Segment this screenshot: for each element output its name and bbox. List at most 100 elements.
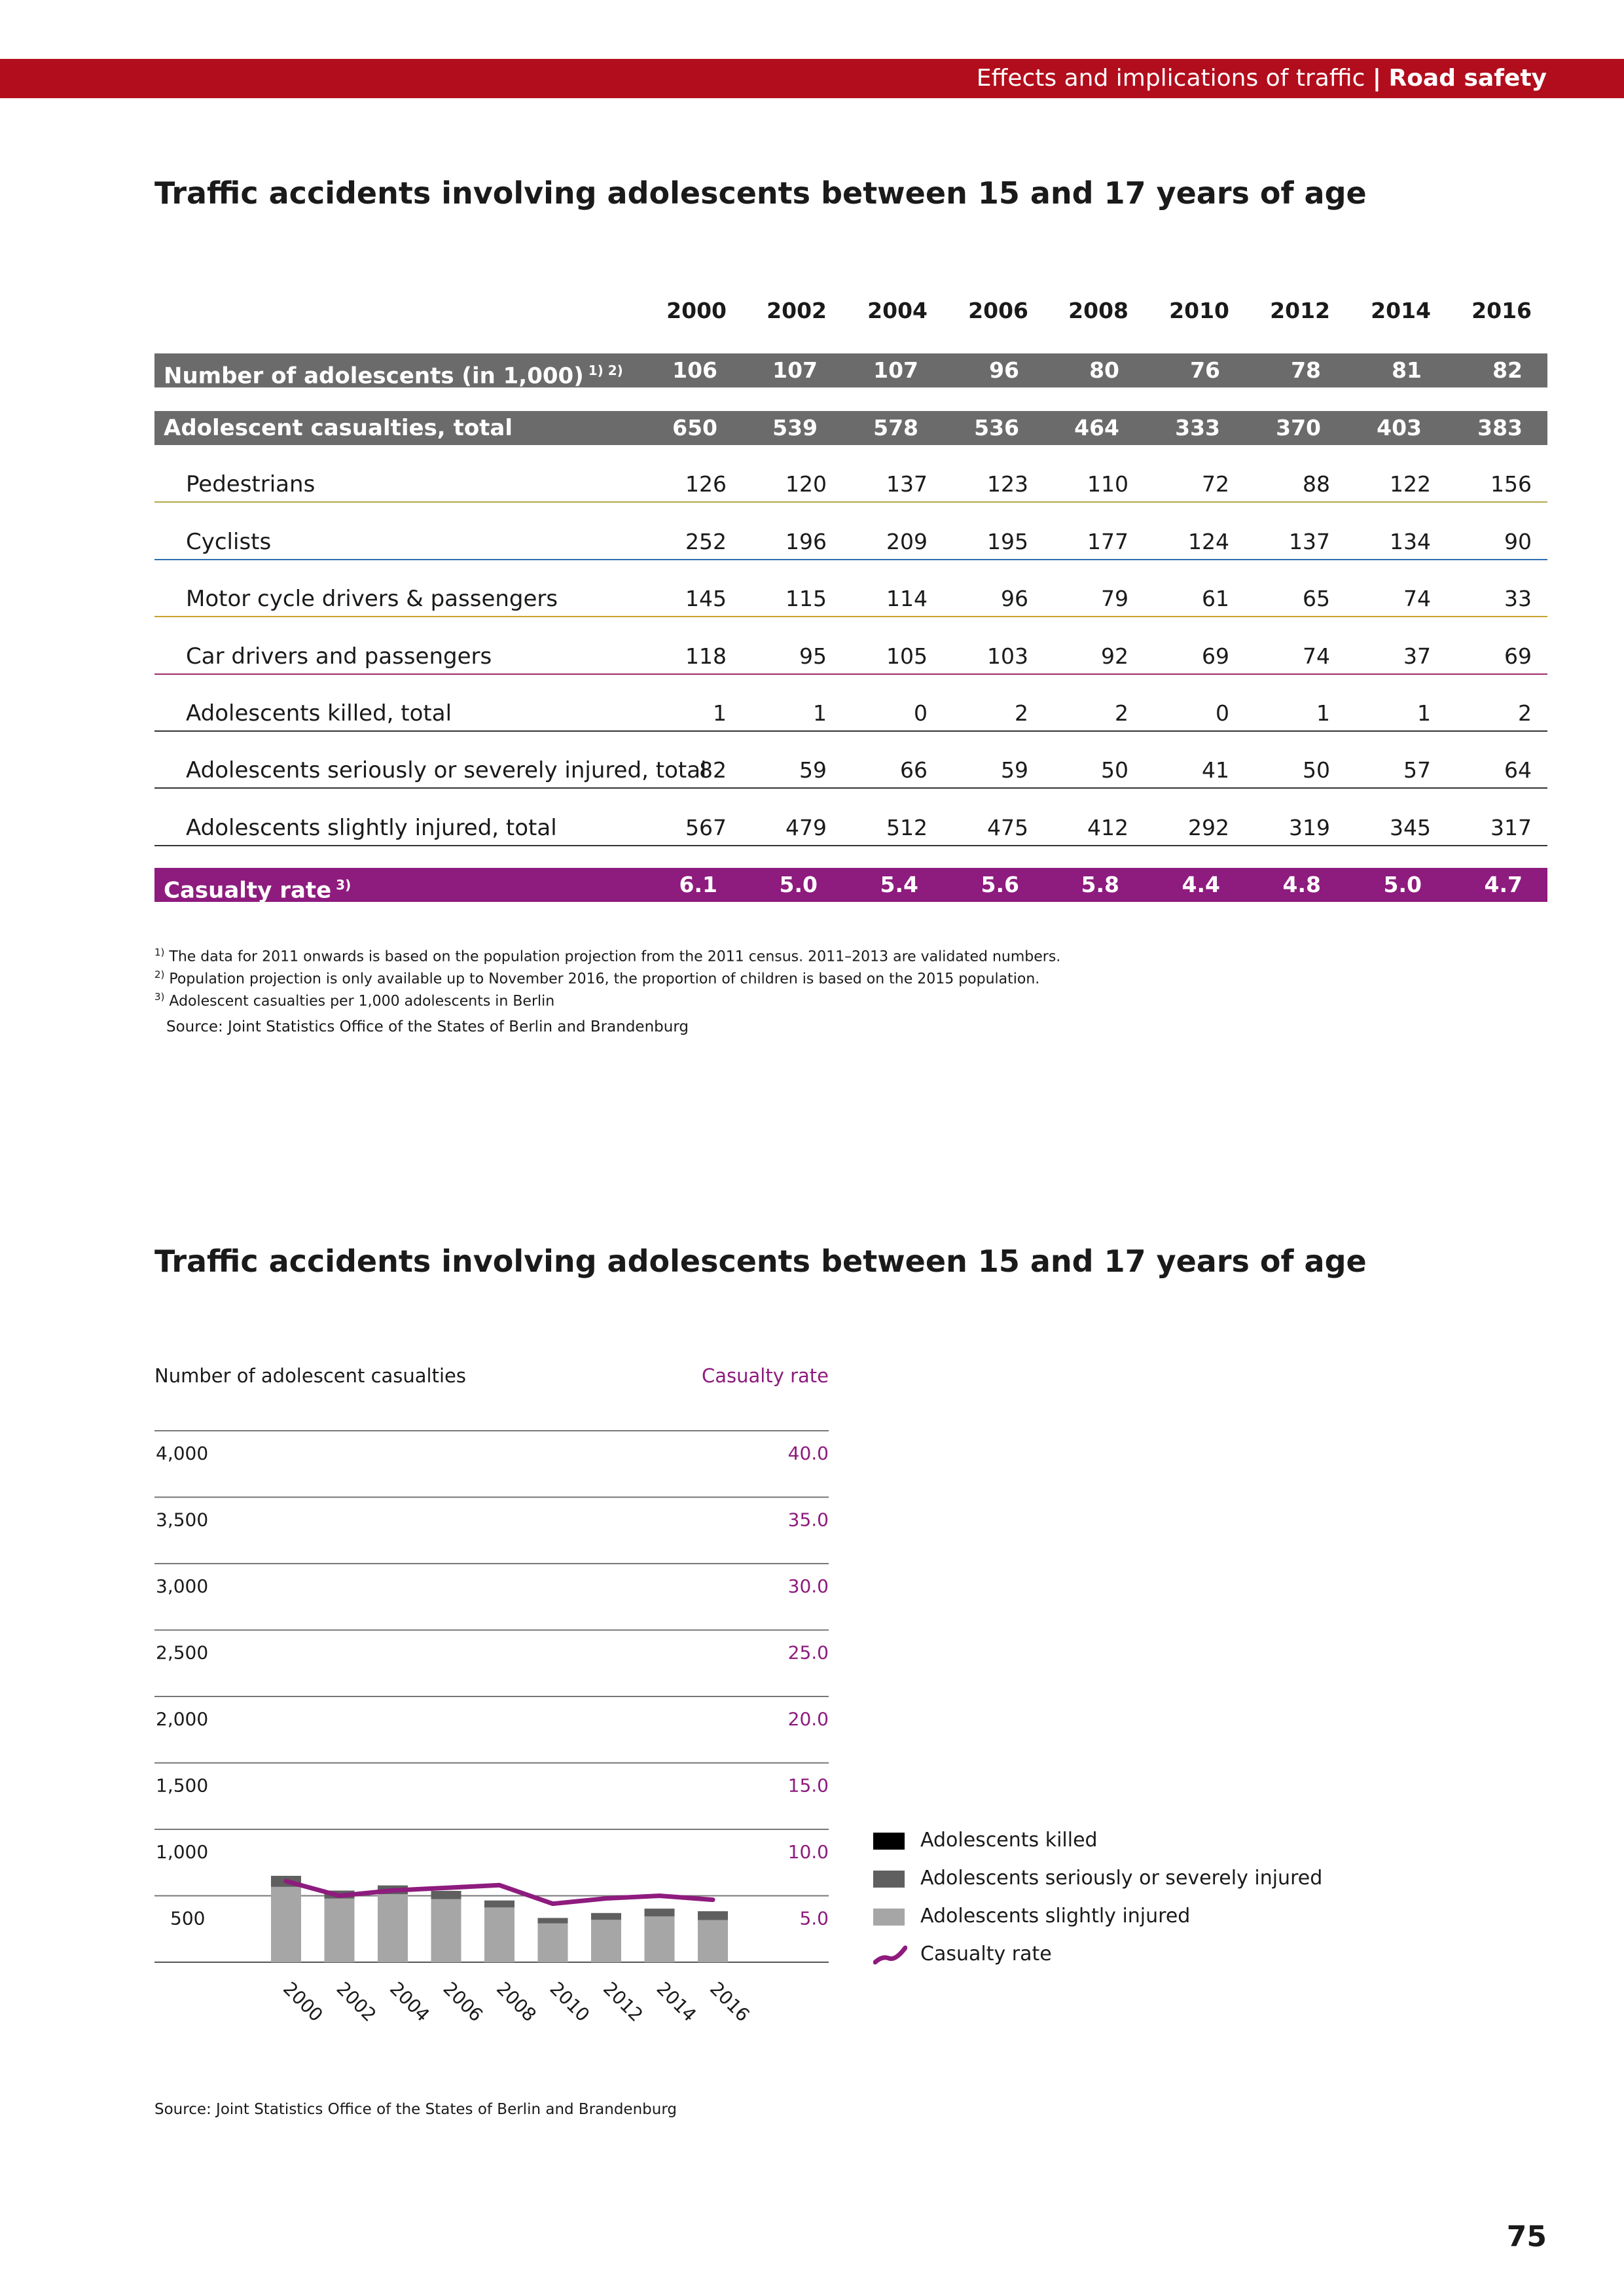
table-cell: 50 <box>1101 757 1128 783</box>
table-cell: 1 <box>713 700 727 726</box>
legend-line-swatch <box>873 1945 907 1965</box>
table-cell: 195 <box>987 529 1028 554</box>
header-bar: Effects and implications of traffic | Ro… <box>0 59 1624 98</box>
table-cell: 78 <box>1291 357 1321 383</box>
year-header: 2002 <box>767 298 827 323</box>
table-cell: 4.4 <box>1182 872 1220 897</box>
x-tick-label: 2000 <box>279 1978 327 2026</box>
y2-tick-label: 30.0 <box>788 1575 829 1597</box>
bar-slightly-injured <box>271 1886 301 1962</box>
table-cell: 345 <box>1390 815 1431 840</box>
bar-slightly-injured <box>378 1894 408 1962</box>
y2-tick-label: 40.0 <box>788 1443 829 1464</box>
table-cell: 105 <box>886 643 928 669</box>
legend-swatch <box>873 1871 905 1888</box>
row-label: Adolescents slightly injured, total <box>186 815 557 841</box>
table-cell: 114 <box>886 586 928 611</box>
table-cell: 115 <box>785 586 827 611</box>
table-cell: 1 <box>1417 700 1431 726</box>
table-title: Traffic accidents involving adolescents … <box>154 175 1367 211</box>
table-cell: 123 <box>987 471 1028 497</box>
table-cell: 69 <box>1504 643 1532 669</box>
table-cell: 536 <box>974 415 1019 440</box>
table-row: Pedestrians 126 120 137 123 110 72 88 122 156 <box>154 467 1547 503</box>
table-cell: 107 <box>772 357 818 383</box>
bar-slightly-injured <box>698 1920 728 1962</box>
footnote: 2) Population projection is only availab… <box>154 969 1040 988</box>
chart-title: Traffic accidents involving adolescents … <box>154 1244 1367 1279</box>
table-cell: 120 <box>785 471 827 497</box>
table-cell: 134 <box>1390 529 1431 554</box>
table-cell: 80 <box>1089 357 1119 383</box>
table-cell: 292 <box>1188 815 1229 840</box>
table-cell: 0 <box>914 700 928 726</box>
legend-label: Adolescents slightly injured <box>920 1905 1191 1928</box>
table-row: Number of adolescents (in 1,000) 1) 2) 10… <box>154 353 1547 389</box>
table-cell: 177 <box>1087 529 1128 554</box>
x-tick-label: 2012 <box>599 1978 647 2026</box>
table-cell: 66 <box>900 757 928 783</box>
bar-seriously-injured <box>698 1911 728 1920</box>
y-tick-label: 3,500 <box>156 1509 208 1531</box>
row-label: Car drivers and passengers <box>186 643 492 670</box>
row-label: Adolescents seriously or severely injure… <box>186 757 707 783</box>
y2-axis-label: Casualty rate <box>702 1365 829 1387</box>
table-cell: 319 <box>1289 815 1330 840</box>
table-source: Source: Joint Statistics Office of the S… <box>166 1018 689 1035</box>
y-tick-label: 500 <box>170 1908 205 1929</box>
table-cell: 90 <box>1504 529 1532 554</box>
table-cell: 145 <box>685 586 727 611</box>
table-cell: 209 <box>886 529 928 554</box>
table-cell: 5.8 <box>1081 872 1119 897</box>
bar-seriously-injured <box>484 1901 514 1908</box>
table-cell: 464 <box>1074 415 1119 440</box>
table-cell: 137 <box>886 471 928 497</box>
y-tick-label: 1,000 <box>156 1841 208 1863</box>
legend-label: Casualty rate <box>920 1943 1052 1965</box>
year-header: 2000 <box>666 298 727 323</box>
row-label: Cyclists <box>186 529 272 555</box>
table-cell: 107 <box>873 357 918 383</box>
y2-tick-label: 15.0 <box>788 1775 829 1797</box>
table-cell: 103 <box>987 643 1028 669</box>
row-label: Pedestrians <box>186 471 316 497</box>
legend-label: Adolescents seriously or severely injure… <box>920 1867 1323 1890</box>
bar-slightly-injured <box>484 1907 514 1962</box>
y2-tick-label: 5.0 <box>799 1908 829 1929</box>
table-cell: 74 <box>1303 643 1330 669</box>
x-tick-label: 2016 <box>706 1978 754 2026</box>
table-cell: 88 <box>1303 471 1330 497</box>
table-row: Casualty rate 3) 6.1 5.0 5.4 5.6 5.8 4.4 4.8 5.0… <box>154 868 1547 903</box>
table-cell: 156 <box>1490 471 1532 497</box>
table-cell: 50 <box>1303 757 1330 783</box>
bar-slightly-injured <box>537 1923 568 1962</box>
footnote: 1) The data for 2011 onwards is based on… <box>154 946 1061 965</box>
legend-label: Adolescents killed <box>920 1829 1098 1852</box>
table-cell: 650 <box>672 415 717 440</box>
legend-swatch <box>873 1833 905 1850</box>
header-separator: | <box>1372 65 1382 92</box>
x-tick-label: 2014 <box>653 1978 701 2026</box>
bar-slightly-injured <box>431 1899 461 1962</box>
table-cell: 0 <box>1216 700 1229 726</box>
table-cell: 72 <box>1202 471 1229 497</box>
table-cell: 110 <box>1087 471 1128 497</box>
table-cell: 65 <box>1303 586 1330 611</box>
x-tick-label: 2008 <box>492 1978 541 2026</box>
table-cell: 2 <box>1115 700 1128 726</box>
table-cell: 5.0 <box>1383 872 1422 897</box>
year-header: 2008 <box>1068 298 1128 323</box>
y2-tick-label: 25.0 <box>788 1642 829 1664</box>
table-cell: 578 <box>873 415 918 440</box>
page-number: 75 <box>1506 2220 1547 2253</box>
table-row: Car drivers and passengers 118 95 105 103 92 6… <box>154 639 1547 675</box>
header-breadcrumb: Effects and implications of traffic | Ro… <box>977 59 1547 98</box>
table-cell: 59 <box>1001 757 1028 783</box>
table-cell: 317 <box>1490 815 1532 840</box>
table-cell: 2 <box>1518 700 1532 726</box>
table-row: Adolescents seriously or severely injure… <box>154 753 1547 789</box>
table-row: Adolescents slightly injured, total 567 47… <box>154 811 1547 846</box>
table-cell: 1 <box>1316 700 1330 726</box>
year-header: 2016 <box>1471 298 1532 323</box>
table-row: Cyclists 252 196 209 195 177 124 137 134 90 <box>154 525 1547 560</box>
